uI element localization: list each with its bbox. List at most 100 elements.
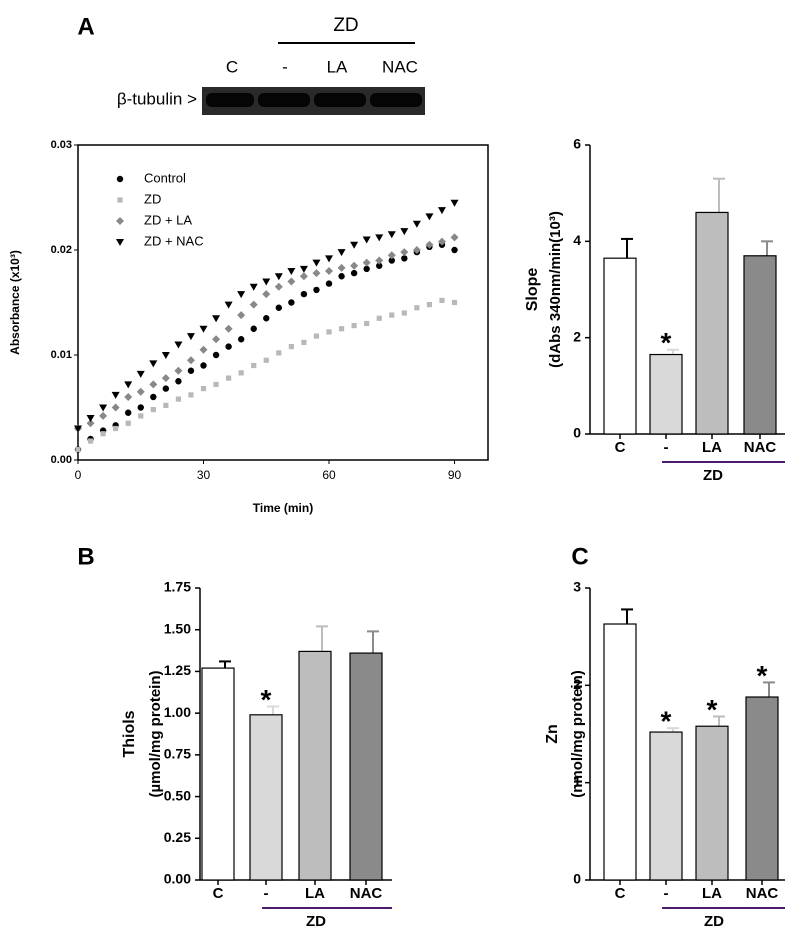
data-point <box>313 286 320 294</box>
x-tick-label: - <box>264 885 269 902</box>
bar <box>695 211 729 435</box>
data-point <box>263 315 270 322</box>
data-point <box>299 265 308 273</box>
data-point <box>299 272 308 281</box>
data-point <box>75 446 81 453</box>
data-point <box>337 263 346 272</box>
y-tick-label: 3 <box>573 579 581 595</box>
data-point <box>161 374 170 383</box>
y-tick-label: 1 <box>573 773 581 789</box>
bar <box>695 725 729 881</box>
data-point <box>439 297 445 303</box>
data-point <box>86 415 95 422</box>
data-point <box>364 320 370 327</box>
data-point <box>224 301 233 309</box>
data-point <box>186 333 195 341</box>
group-label: ZD <box>703 467 723 484</box>
y-tick-label: 0.25 <box>164 829 191 845</box>
data-point <box>375 234 384 242</box>
data-point <box>175 396 182 402</box>
data-point <box>301 339 307 345</box>
data-point <box>376 315 382 321</box>
x-tick-label: LA <box>702 439 722 456</box>
data-point <box>124 381 133 389</box>
data-point <box>288 344 294 350</box>
legend-marker <box>116 239 124 246</box>
data-point <box>100 431 106 437</box>
x-axis-title: Time (min) <box>253 501 313 515</box>
data-point <box>288 299 295 306</box>
lane-label: - <box>282 57 288 76</box>
bar <box>249 714 283 881</box>
y-tick-label: 0 <box>573 871 581 887</box>
data-point <box>150 393 157 401</box>
data-point <box>174 366 183 375</box>
data-point <box>188 392 194 398</box>
data-point <box>312 269 321 278</box>
data-point <box>262 278 271 286</box>
bar <box>603 257 637 435</box>
data-point <box>338 326 345 332</box>
data-point <box>274 273 283 281</box>
data-point <box>412 220 421 228</box>
x-tick-label: 0 <box>75 468 82 482</box>
data-point <box>212 351 220 359</box>
x-tick-label: LA <box>702 885 722 902</box>
panel-letter: C <box>571 543 588 570</box>
data-point <box>362 236 371 244</box>
y-axis-subtitle: (nmol/mg protein) <box>569 670 586 798</box>
data-point <box>350 241 359 249</box>
y-tick-label: 0.02 <box>51 244 72 256</box>
bar <box>201 667 235 881</box>
data-point <box>149 360 158 368</box>
data-point <box>287 277 296 286</box>
y-axis-title: Thiols <box>121 710 138 757</box>
data-point <box>263 357 269 363</box>
data-point <box>426 302 433 308</box>
legend-marker <box>116 175 124 183</box>
data-point <box>149 380 158 389</box>
data-point <box>200 362 207 369</box>
data-point <box>437 207 446 215</box>
data-point <box>186 356 195 365</box>
data-point <box>137 404 144 411</box>
data-point <box>388 257 395 264</box>
bar <box>349 652 383 881</box>
x-tick-label: 30 <box>197 468 211 482</box>
data-point <box>237 311 246 320</box>
data-point <box>86 419 95 428</box>
plot-frame <box>77 144 489 461</box>
data-point <box>363 265 370 273</box>
y-tick-label: 0.50 <box>164 787 191 803</box>
data-point <box>238 370 244 376</box>
data-point <box>111 403 120 412</box>
panel-letter: B <box>77 543 94 570</box>
data-point <box>451 299 458 306</box>
data-point <box>425 240 434 249</box>
y-tick-label: 4 <box>573 232 581 248</box>
x-tick-label: NAC <box>744 439 777 456</box>
data-point <box>237 291 246 299</box>
x-tick-label: C <box>213 885 224 902</box>
significance-marker: * <box>661 706 672 737</box>
y-tick-label: 0.00 <box>164 871 191 887</box>
data-point <box>326 329 332 335</box>
y-tick-label: 1.00 <box>164 704 191 720</box>
y-tick-label: 1.50 <box>164 620 191 636</box>
data-point <box>376 262 383 269</box>
y-tick-label: 0.01 <box>51 349 72 361</box>
y-axis-subtitle: (µmol/mg protein) <box>147 671 164 798</box>
data-point <box>337 249 346 257</box>
data-point <box>138 413 144 419</box>
data-point <box>262 290 271 299</box>
significance-marker: * <box>661 327 672 358</box>
blot-group: ZD <box>333 15 358 36</box>
data-point <box>274 282 283 291</box>
data-point <box>124 393 133 401</box>
data-point <box>163 402 169 408</box>
legend-marker <box>117 197 123 203</box>
x-tick-label: - <box>664 885 669 902</box>
y-tick-label: 1.25 <box>164 662 191 678</box>
data-point <box>325 280 333 287</box>
significance-marker: * <box>707 694 718 725</box>
